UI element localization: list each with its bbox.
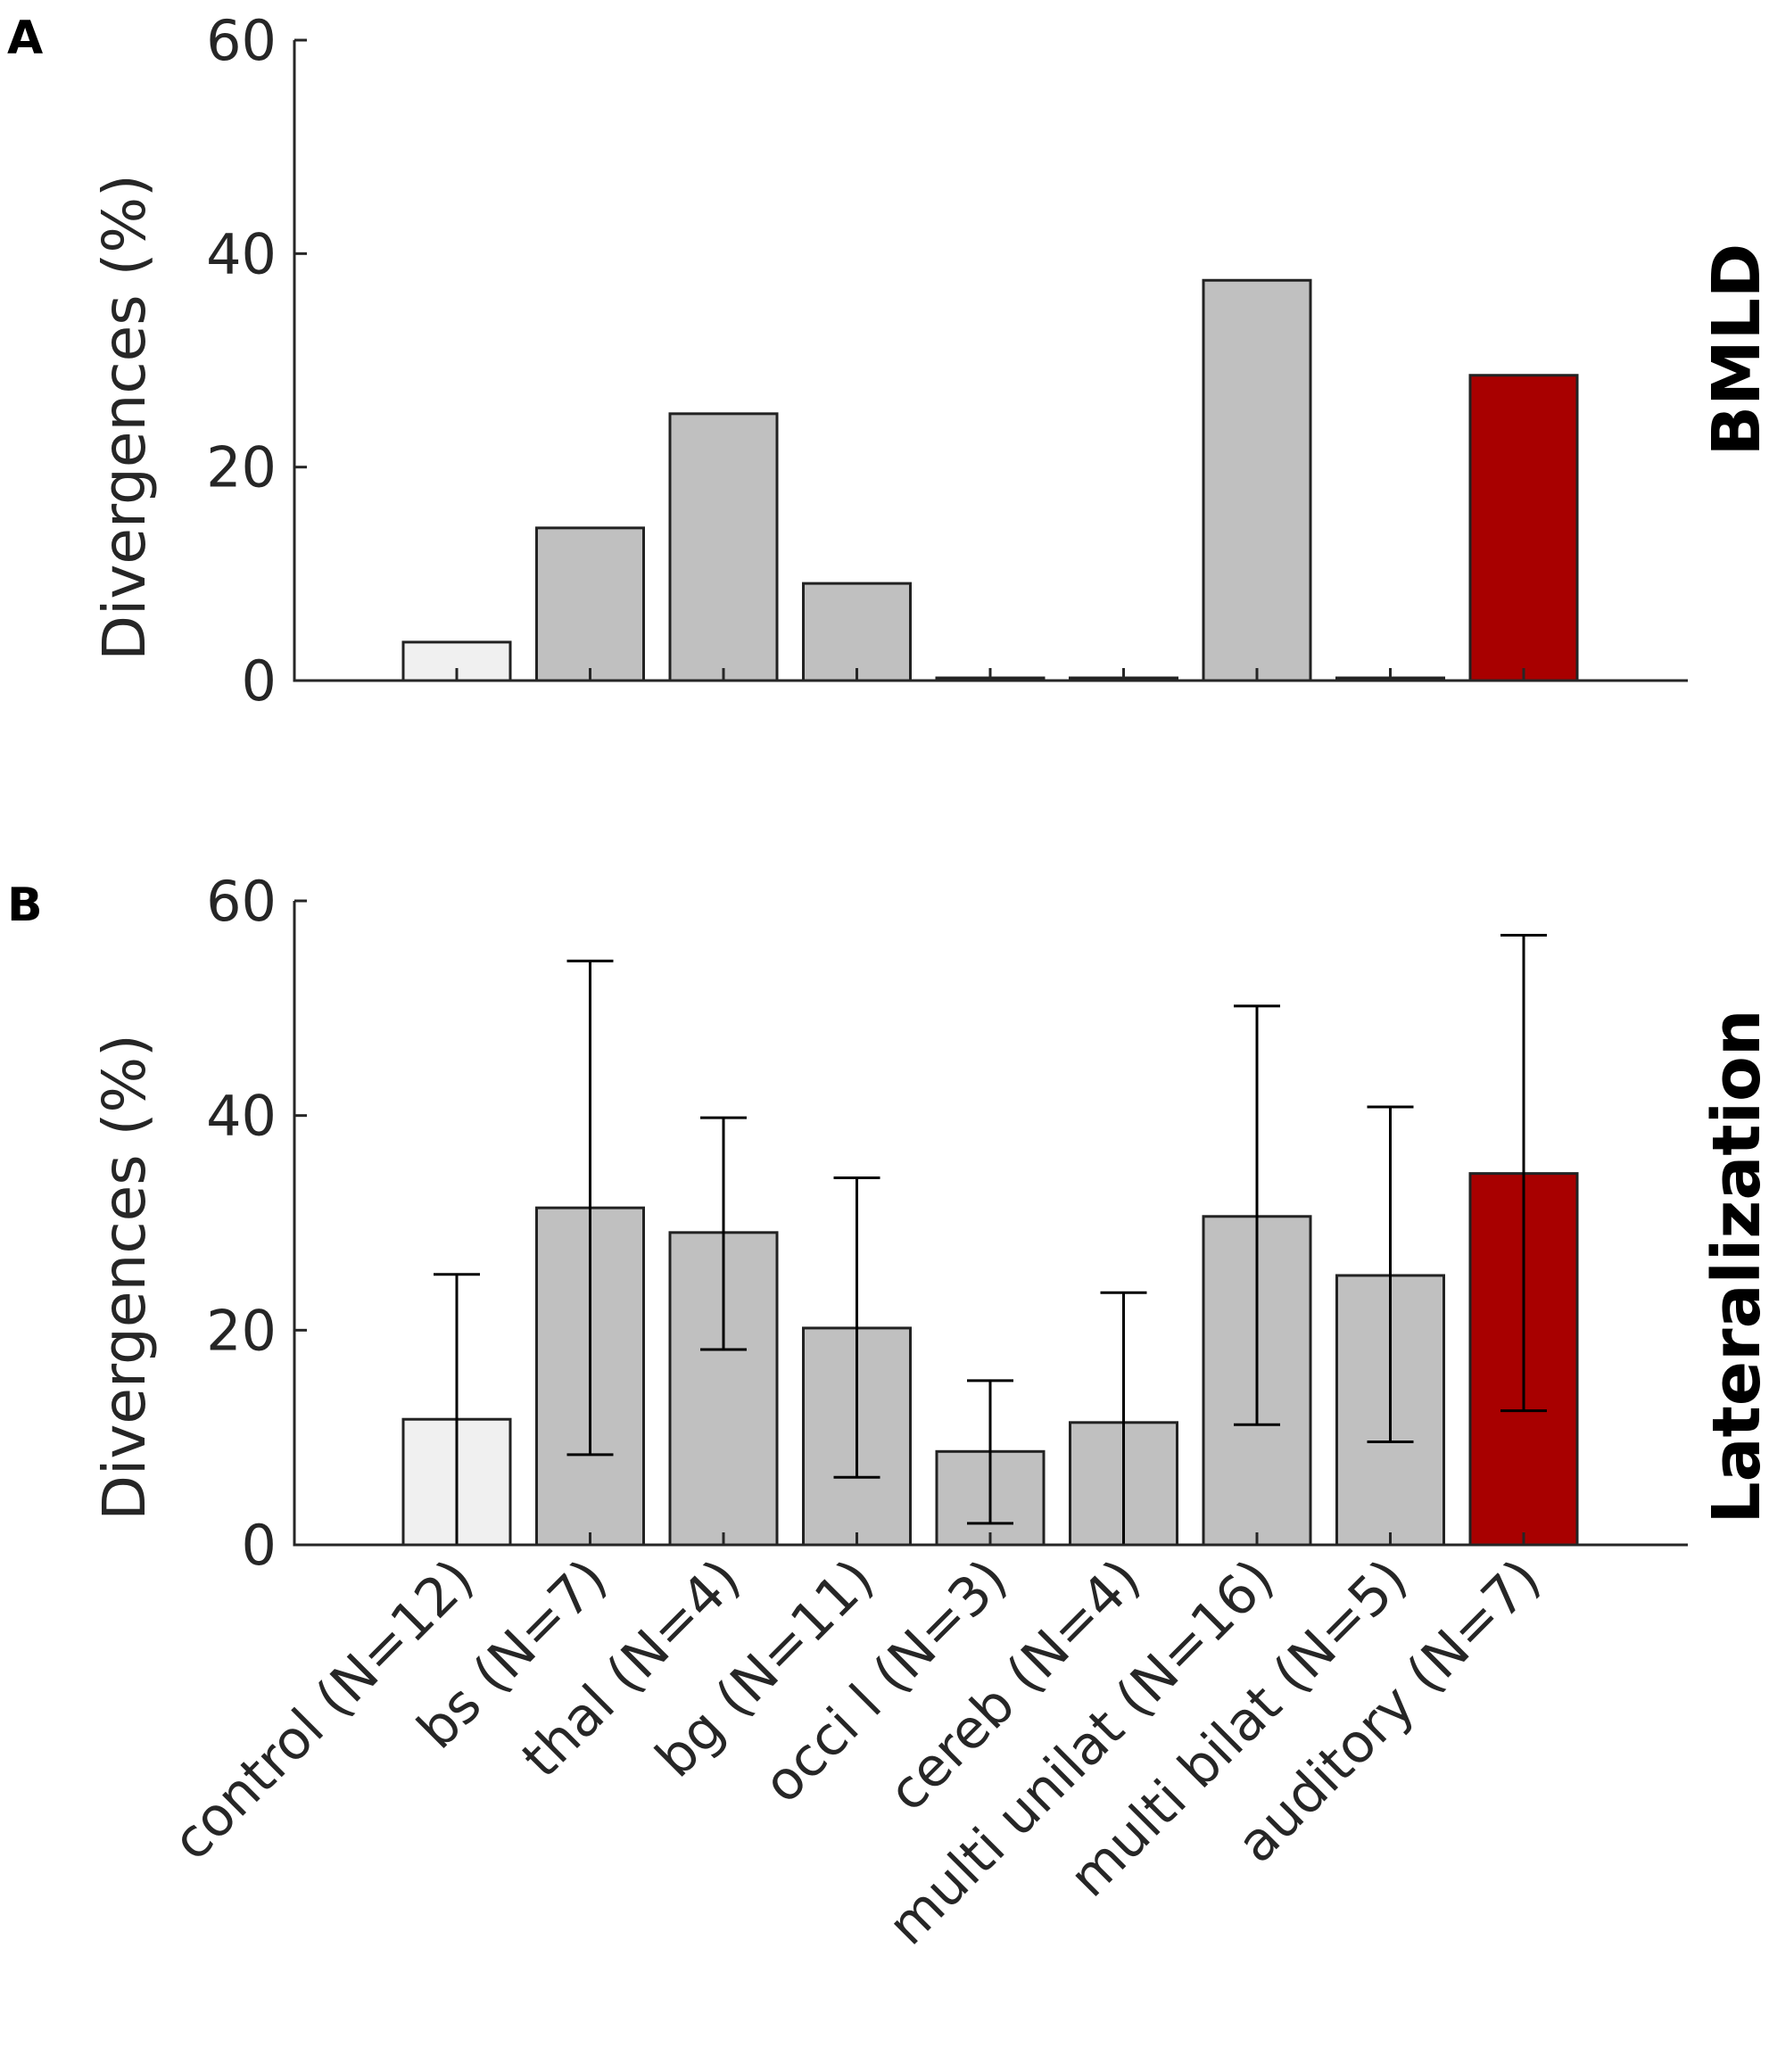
panel-b-error-bars — [434, 934, 1547, 1545]
y-tick-label: 40 — [206, 1084, 277, 1149]
y-tick-label: 40 — [206, 221, 277, 286]
y-tick-label: 60 — [206, 8, 277, 73]
panel-b-y-axis-label: Divergences (%) — [90, 1034, 159, 1521]
y-tick-label: 20 — [206, 435, 277, 500]
panel-a-y-ticks: 0 20 40 60 — [206, 8, 307, 714]
y-tick-label: 0 — [242, 648, 277, 714]
panel-b-chart: B Divergences (%) Lateralization 0 20 40 60… — [7, 869, 1769, 1957]
y-tick-label: 20 — [206, 1298, 277, 1363]
y-tick-label: 0 — [242, 1513, 277, 1578]
panel-a-bars — [401, 278, 1579, 682]
panel-b-letter: B — [7, 879, 43, 932]
panel-b-side-title: Lateralization — [1699, 1009, 1769, 1523]
panel-b-axes — [293, 901, 1688, 1547]
panel-b-y-ticks: 0 20 40 60 — [206, 869, 307, 1578]
panel-a-side-title: BMLD — [1699, 244, 1769, 457]
panel-b-category-labels: control (N=12)bs (N=7)thal (N=4)bg (N=11… — [161, 1548, 1552, 1957]
bar — [668, 412, 779, 682]
bar — [802, 582, 912, 682]
panel-a-y-axis-label: Divergences (%) — [90, 174, 159, 661]
panel-a-axes — [293, 40, 1688, 682]
bar — [1202, 278, 1312, 682]
bar — [1468, 374, 1579, 682]
y-tick-label: 60 — [206, 869, 277, 934]
panel-a-letter: A — [7, 12, 43, 65]
panel-a-chart: A Divergences (%) BMLD 0 20 40 60 — [7, 8, 1769, 714]
bar — [535, 526, 645, 682]
